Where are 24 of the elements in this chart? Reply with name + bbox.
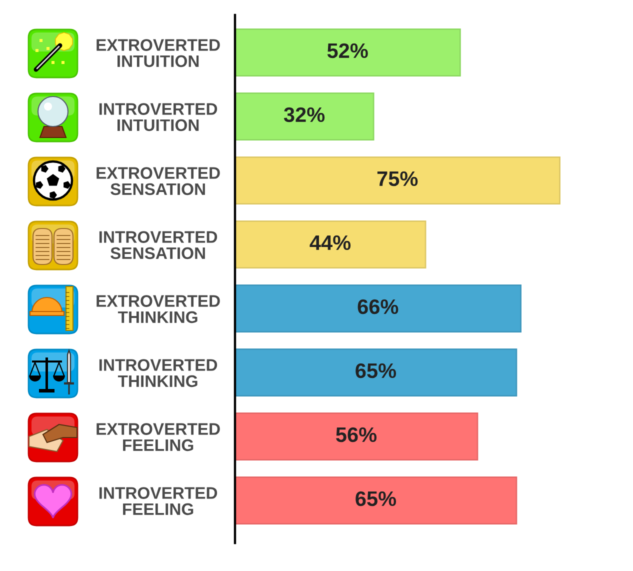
bar xyxy=(235,92,374,141)
bar xyxy=(235,284,522,333)
y-tick-label: INTROVERTED INTUITION xyxy=(99,103,218,132)
data-label: 65% xyxy=(356,363,396,378)
bar xyxy=(235,412,478,461)
data-label: 65% xyxy=(356,491,396,506)
data-label: 32% xyxy=(284,107,325,122)
data-label: 44% xyxy=(310,235,351,250)
bar xyxy=(235,476,518,525)
y-tick-label: INTROVERTED FEELING xyxy=(99,487,218,516)
data-label: 75% xyxy=(377,171,418,186)
bar xyxy=(235,348,518,397)
data-label: 52% xyxy=(327,43,368,58)
y-tick-label: EXTROVERTED INTUITION xyxy=(96,39,220,68)
bar xyxy=(235,28,461,77)
data-label: 56% xyxy=(336,427,377,442)
bar xyxy=(235,220,426,269)
y-tick-label: EXTROVERTED FEELING xyxy=(96,423,220,452)
y-tick-label: EXTROVERTED THINKING xyxy=(96,295,220,324)
y-tick-label: INTROVERTED THINKING xyxy=(99,359,218,388)
bar xyxy=(235,156,560,205)
data-label: 66% xyxy=(358,299,398,314)
y-tick-label: INTROVERTED SENSATION xyxy=(99,231,218,260)
y-tick-label: EXTROVERTED SENSATION xyxy=(96,167,220,196)
